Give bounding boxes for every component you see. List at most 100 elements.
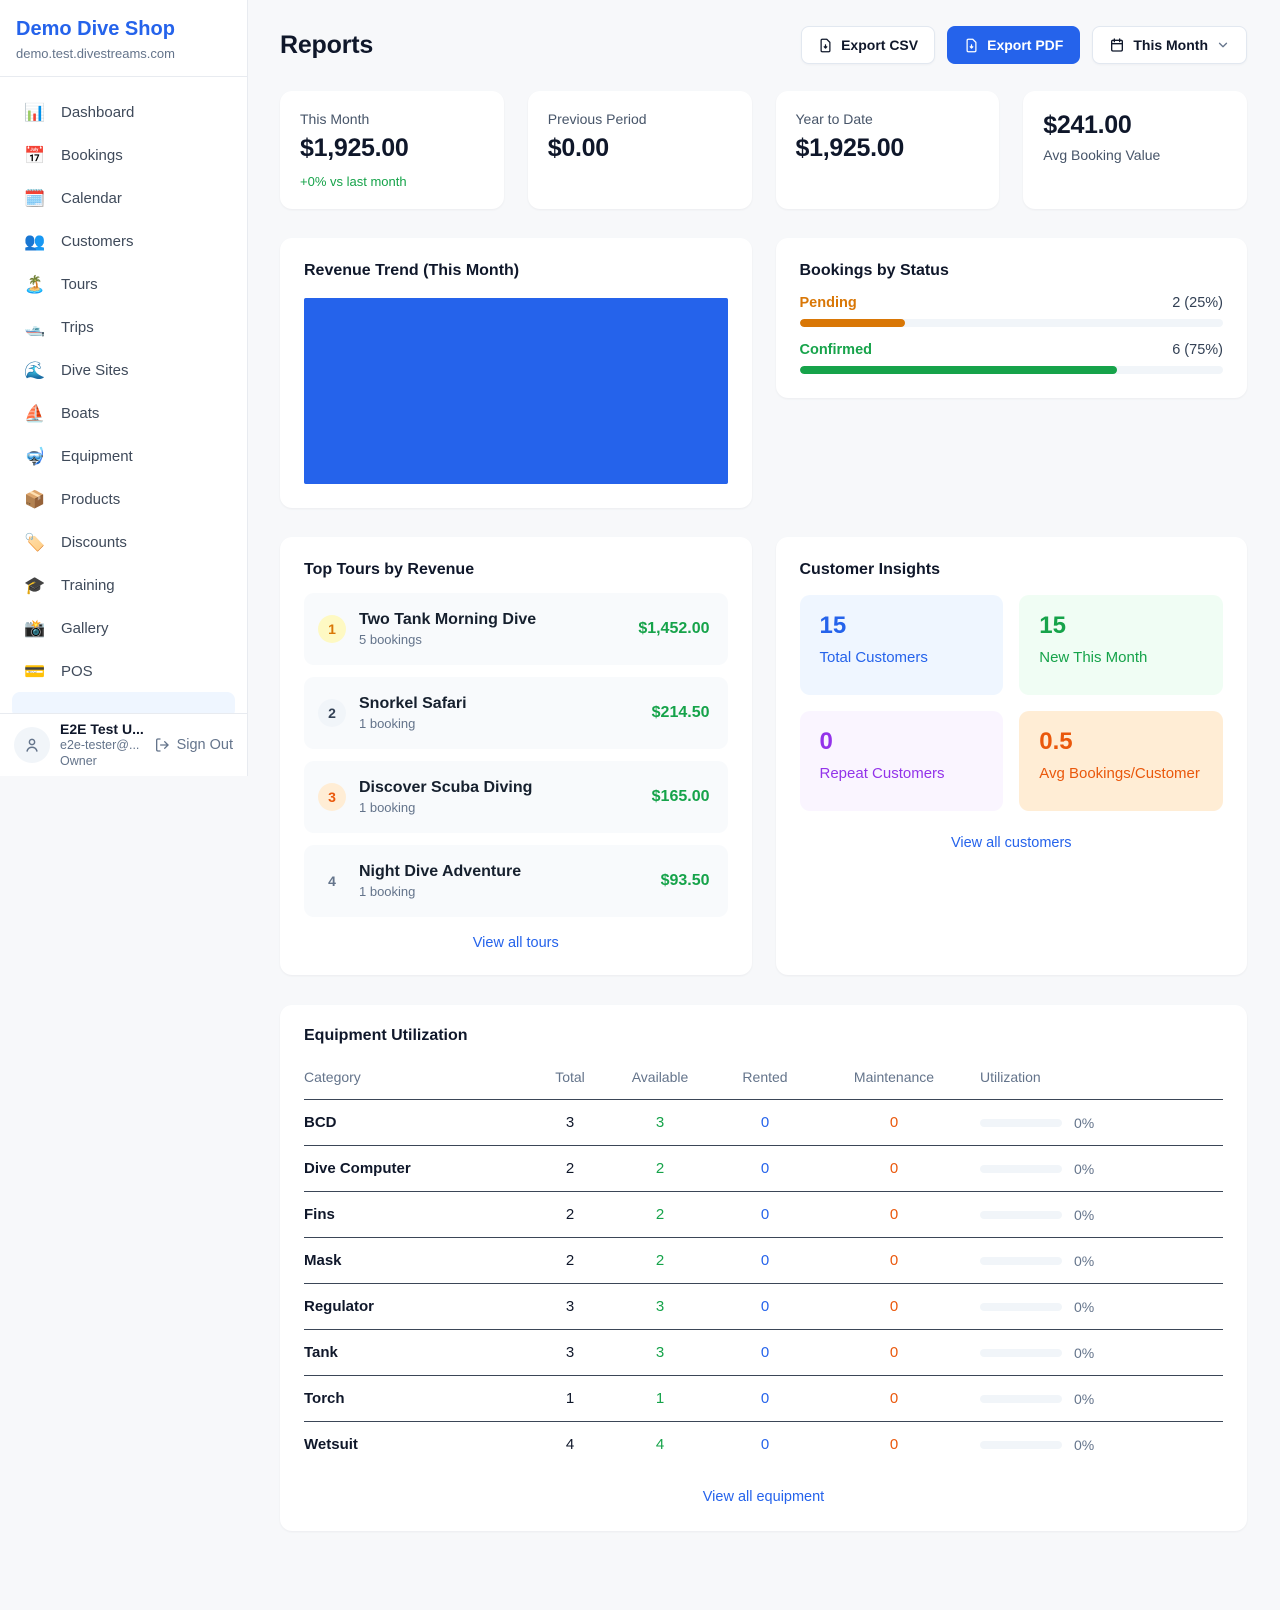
view-all-customers-link[interactable]: View all customers — [950, 835, 1072, 851]
cell-available: 2 — [614, 1191, 706, 1238]
cell-total: 1 — [526, 1375, 614, 1422]
bookings-by-status-card: Bookings by Status Pending 2 (25%) — [775, 238, 1247, 398]
utilization-bar — [980, 1440, 1062, 1449]
status-progress-track — [799, 366, 1223, 374]
export-csv-label: Export CSV — [841, 37, 919, 53]
export-pdf-button[interactable]: Export PDF — [947, 26, 1081, 64]
cell-available: 3 — [614, 1329, 706, 1376]
utilization-bar — [980, 1256, 1062, 1265]
brand-block: Demo Dive Shop demo.test.divestreams.com — [0, 0, 247, 77]
tour-row: 1 Two Tank Morning Dive 5 bookings $1,45… — [304, 593, 728, 665]
sidebar-item[interactable]: 🛥️ Trips — [12, 306, 235, 349]
column-total: Total — [526, 1057, 614, 1100]
utilization-percent: 0% — [1074, 1206, 1095, 1223]
cell-category: Mask — [304, 1237, 526, 1284]
sidebar-item[interactable]: 📅 Bookings — [12, 134, 235, 177]
tour-bookings: 1 booking — [359, 800, 416, 815]
utilization-percent: 0% — [1074, 1160, 1095, 1177]
tour-name: Discover Scuba Diving — [359, 779, 533, 796]
period-select[interactable]: This Month — [1092, 26, 1247, 64]
cell-category: Dive Computer — [304, 1145, 526, 1192]
rank-badge: 4 — [328, 873, 336, 889]
utilization-bar — [980, 1348, 1062, 1357]
sidebar-item[interactable]: 📸 Gallery — [12, 607, 235, 650]
period-label: This Month — [1133, 37, 1208, 53]
utilization-cell: 0% — [964, 1207, 1223, 1223]
tour-row: 2 Snorkel Safari 1 booking $214.50 — [304, 677, 728, 749]
utilization-cell: 0% — [964, 1253, 1223, 1269]
cell-total: 2 — [526, 1191, 614, 1238]
stat-card-this-month: This Month $1,925.00 +0% vs last month — [280, 91, 504, 209]
cell-rented: 0 — [706, 1375, 824, 1422]
table-row: Fins 2 2 0 0 0% — [304, 1191, 1223, 1238]
sidebar-item[interactable]: 📦 Products — [12, 478, 235, 521]
charts-row: Revenue Trend (This Month) Bookings by S… — [280, 238, 1247, 508]
sidebar-item-label: Customers — [61, 233, 134, 250]
utilization-percent: 0% — [1074, 1436, 1095, 1453]
cell-category: BCD — [304, 1099, 526, 1146]
insight-value: 0.5 — [1039, 728, 1073, 755]
stat-value: $0.00 — [547, 134, 609, 162]
calendar-icon — [1111, 38, 1124, 52]
table-row: BCD 3 3 0 0 0% — [304, 1099, 1223, 1146]
sidebar-item[interactable]: 💳 POS — [12, 650, 235, 693]
file-icon — [966, 38, 977, 52]
column-maintenance: Maintenance — [824, 1057, 964, 1100]
sidebar-item[interactable]: 👥 Customers — [12, 220, 235, 263]
cell-available: 1 — [614, 1375, 706, 1422]
user-role: Owner — [60, 753, 97, 768]
export-csv-button[interactable]: Export CSV — [801, 26, 936, 64]
status-list: Pending 2 (25%) Confirmed 6 (75%) — [799, 295, 1223, 374]
view-all-tours-link[interactable]: View all tours — [472, 935, 559, 951]
sidebar-item[interactable]: 📊 Dashboard — [12, 91, 235, 134]
table-row: Dive Computer 2 2 0 0 0% — [304, 1145, 1223, 1192]
utilization-cell: 0% — [964, 1391, 1223, 1407]
bookings-by-status-title: Bookings by Status — [799, 262, 949, 279]
sidebar-item-label: Calendar — [61, 190, 122, 207]
insight-label: Repeat Customers — [819, 765, 945, 782]
sidebar-item[interactable]: ⛵ Boats — [12, 392, 235, 435]
revenue-trend-chart — [304, 298, 728, 484]
rank-badge: 3 — [318, 783, 346, 811]
sidebar-item[interactable]: 🏷️ Discounts — [12, 521, 235, 564]
utilization-percent: 0% — [1074, 1114, 1095, 1131]
status-count: 6 (75%) — [1172, 342, 1223, 358]
tour-name: Night Dive Adventure — [359, 863, 522, 880]
cell-rented: 0 — [706, 1329, 824, 1376]
stat-label: Previous Period — [547, 111, 647, 127]
status-label: Confirmed — [799, 342, 873, 358]
user-name: E2E Test U... — [60, 720, 144, 737]
utilization-bar — [980, 1302, 1062, 1311]
equipment-utilization-title: Equipment Utilization — [304, 1027, 468, 1044]
cell-total: 3 — [526, 1329, 614, 1376]
sidebar-item-label: Tours — [61, 276, 98, 293]
sign-out-button[interactable]: Sign Out — [154, 737, 233, 753]
table-row: Mask 2 2 0 0 0% — [304, 1237, 1223, 1284]
status-progress-track — [799, 319, 1223, 327]
cell-available: 2 — [614, 1237, 706, 1284]
cell-rented: 0 — [706, 1145, 824, 1192]
insight-tile: 0.5 Avg Bookings/Customer — [1019, 711, 1223, 811]
sign-out-icon — [155, 738, 169, 752]
view-all-equipment-link[interactable]: View all equipment — [702, 1489, 825, 1505]
stat-label: This Month — [300, 111, 370, 127]
sidebar-nav: 📊 Dashboard 📅 Bookings 🗓️ Calendar 👥 Cus… — [0, 77, 247, 693]
stat-label: Year to Date — [795, 111, 873, 127]
sidebar-item[interactable]: 🎓 Training — [12, 564, 235, 607]
stats-row: This Month $1,925.00 +0% vs last month P… — [280, 91, 1247, 209]
sidebar-item[interactable]: 🤿 Equipment — [12, 435, 235, 478]
table-header-row: Category Total Available Rented Maintena… — [304, 1057, 1223, 1100]
page-title: Reports — [280, 30, 374, 59]
insight-label: New This Month — [1039, 649, 1148, 666]
sidebar-item-label: Bookings — [61, 147, 123, 164]
customer-insights-title: Customer Insights — [799, 561, 940, 578]
stat-label: Avg Booking Value — [1043, 147, 1161, 163]
shop-name: Demo Dive Shop — [16, 18, 175, 40]
sidebar-item[interactable]: 🌊 Dive Sites — [12, 349, 235, 392]
rank-badge: 1 — [318, 615, 346, 643]
status-row: Pending 2 (25%) — [799, 295, 1223, 327]
cell-category: Torch — [304, 1375, 526, 1422]
equipment-table-body: BCD 3 3 0 0 0% Dive — [304, 1099, 1223, 1468]
sidebar-item[interactable]: 🏝️ Tours — [12, 263, 235, 306]
sidebar-item[interactable]: 🗓️ Calendar — [12, 177, 235, 220]
